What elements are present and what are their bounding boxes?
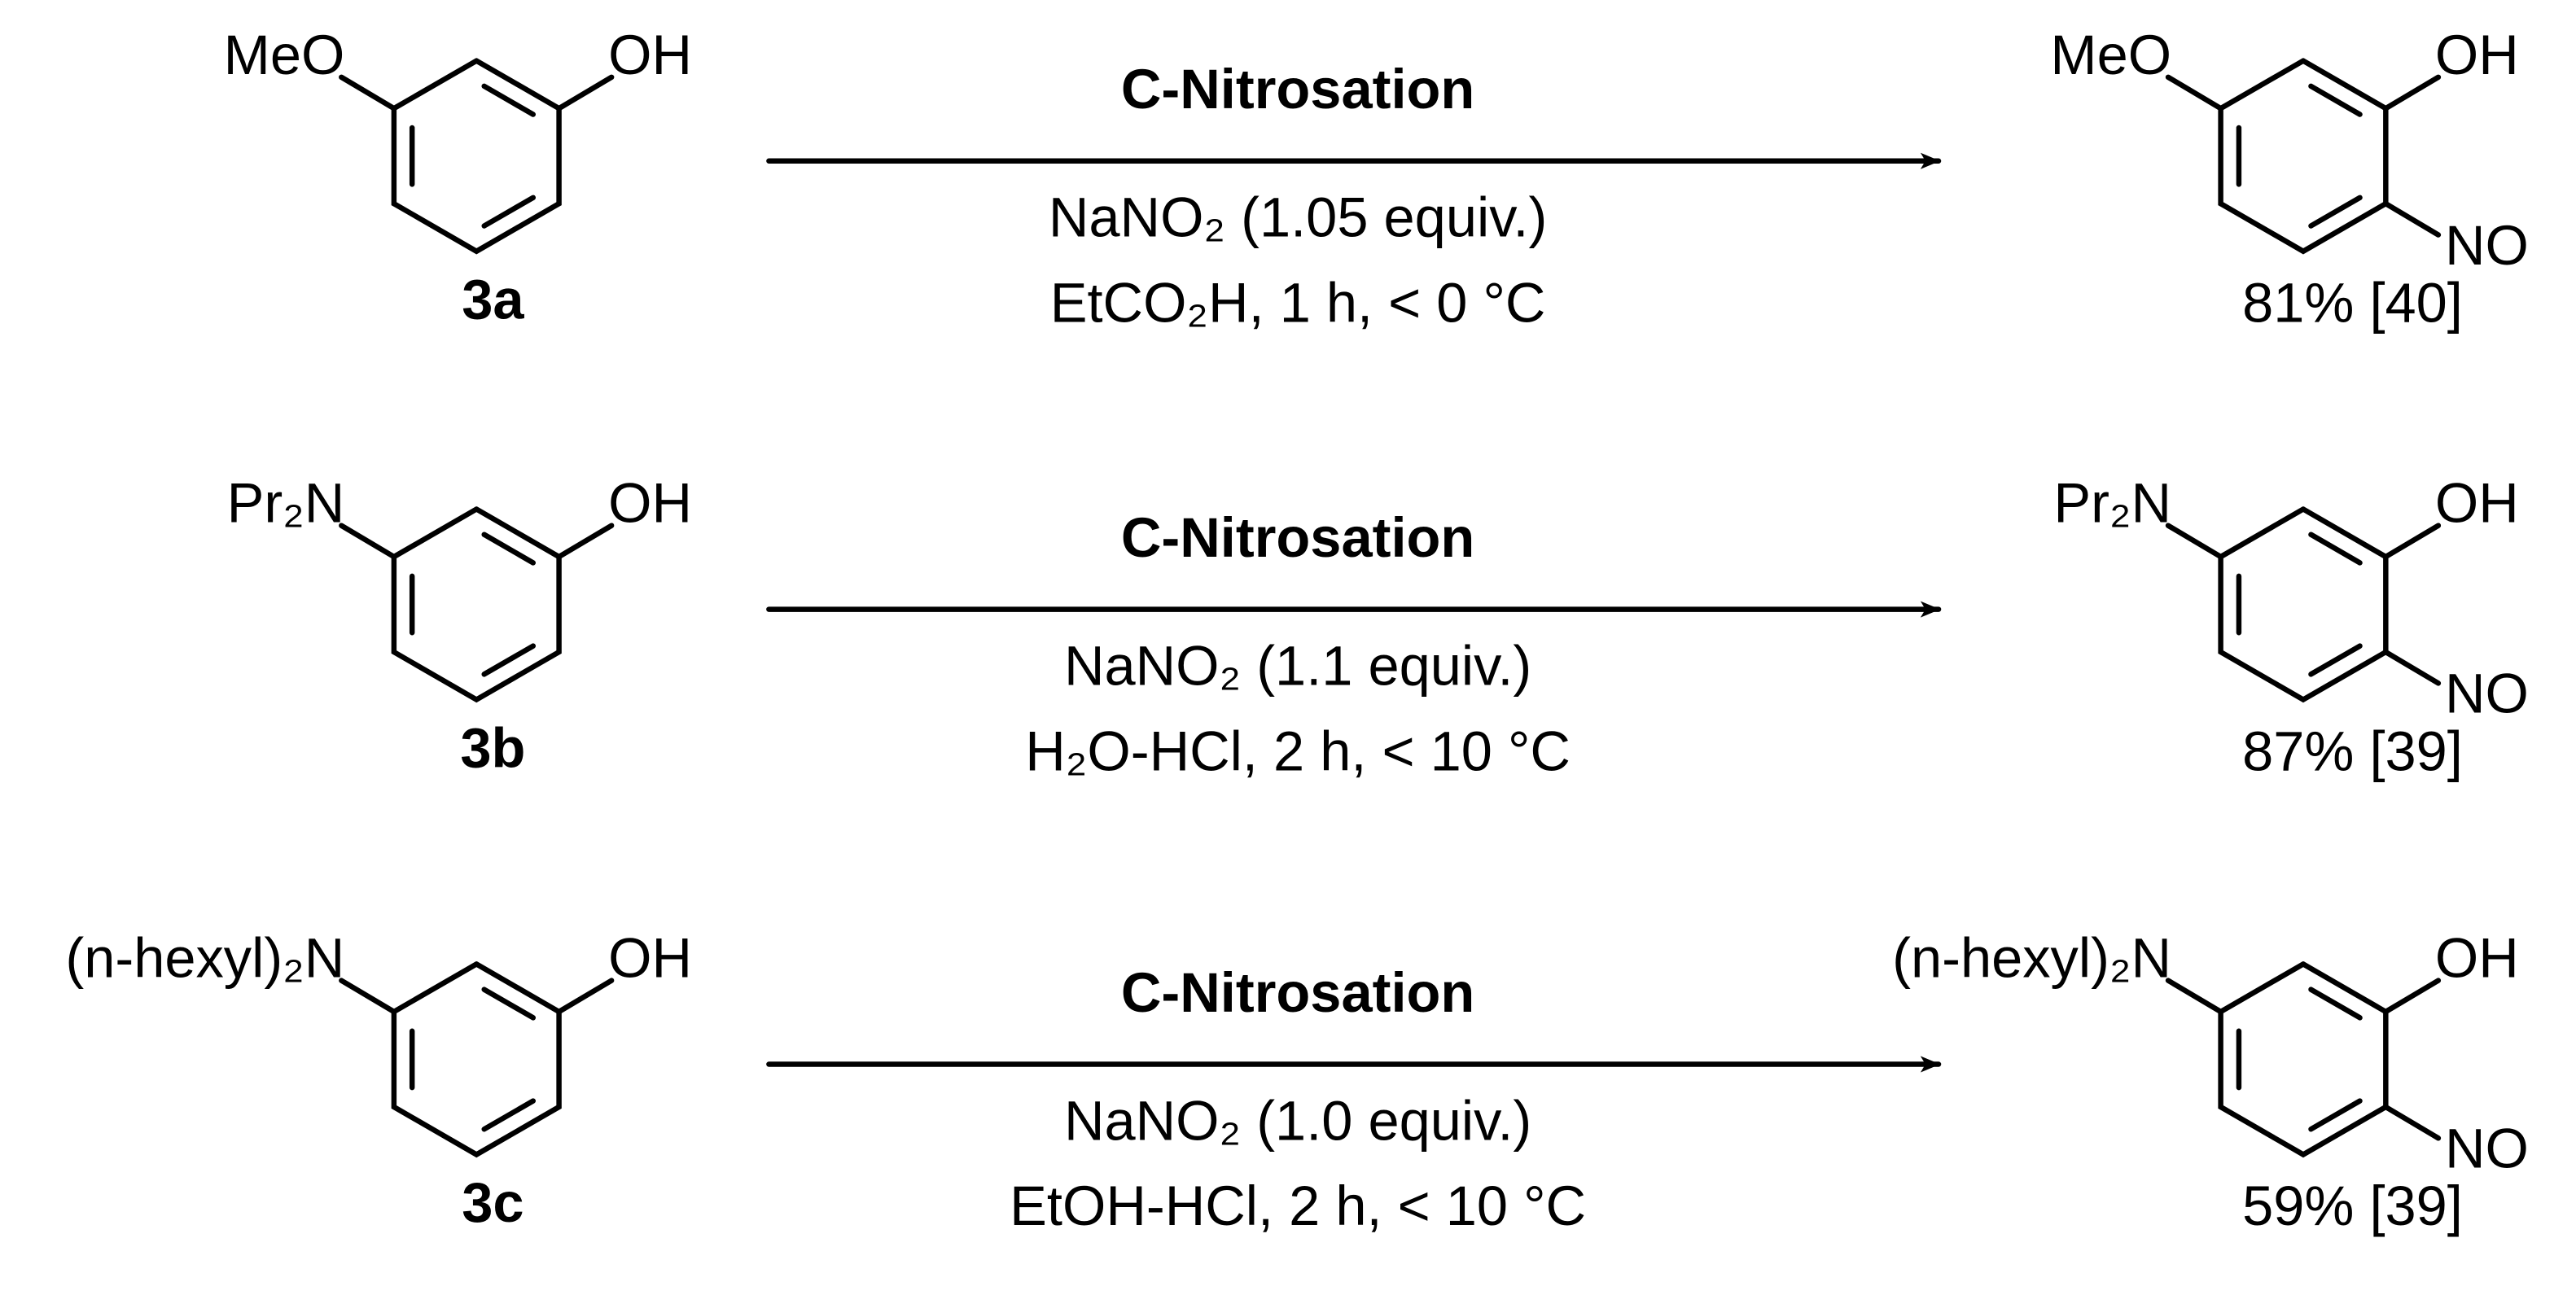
hydroxyl: OH xyxy=(2435,472,2519,535)
hydroxyl: OH xyxy=(608,24,692,86)
yield: 87% [39] xyxy=(2242,720,2463,782)
substituent: MeO xyxy=(2050,24,2171,86)
double-bond xyxy=(481,195,537,229)
hydroxyl: OH xyxy=(2435,24,2519,86)
double-bond xyxy=(481,643,537,677)
double-bond xyxy=(2308,195,2363,229)
bond xyxy=(339,978,397,1015)
bond xyxy=(339,523,397,560)
bond xyxy=(2165,523,2223,560)
bond xyxy=(2165,74,2223,112)
double-bond xyxy=(2308,987,2363,1021)
substituent: Pr₂N xyxy=(227,472,345,535)
double-bond xyxy=(481,532,537,566)
bond xyxy=(556,523,615,560)
double-bond xyxy=(481,987,537,1021)
substituent: Pr₂N xyxy=(2053,472,2171,535)
nitroso: NO xyxy=(2445,1118,2529,1180)
bond xyxy=(339,74,397,112)
hydroxyl: OH xyxy=(2435,927,2519,990)
reaction-title: C-Nitrosation xyxy=(1121,961,1474,1024)
yield: 81% [40] xyxy=(2242,271,2463,334)
bond xyxy=(2383,200,2442,238)
nitroso: NO xyxy=(2445,214,2529,277)
conditions: H₂O-HCl, 2 h, < 10 °C xyxy=(1025,720,1571,782)
benzene-ring xyxy=(391,58,562,255)
bond xyxy=(556,74,615,112)
benzene-ring xyxy=(391,506,562,703)
compound-label: 3b xyxy=(460,716,525,779)
bond xyxy=(2383,74,2442,112)
bond xyxy=(2383,523,2442,560)
benzene-ring xyxy=(2218,506,2389,703)
benzene-ring xyxy=(2218,58,2389,255)
reagent: NaNO₂ (1.05 equiv.) xyxy=(1049,186,1547,249)
compound-label: 3c xyxy=(462,1171,524,1234)
bond xyxy=(2383,978,2442,1015)
yield: 59% [39] xyxy=(2242,1175,2463,1237)
reagent: NaNO₂ (1.1 equiv.) xyxy=(1064,634,1531,697)
hydroxyl: OH xyxy=(608,472,692,535)
double-bond xyxy=(481,1098,537,1132)
reaction-title: C-Nitrosation xyxy=(1121,506,1474,569)
reaction-title: C-Nitrosation xyxy=(1121,58,1474,120)
nitroso: NO xyxy=(2445,663,2529,725)
compound-label: 3a xyxy=(462,268,524,330)
conditions: EtOH-HCl, 2 h, < 10 °C xyxy=(1010,1175,1586,1237)
bond xyxy=(556,978,615,1015)
reagent: NaNO₂ (1.0 equiv.) xyxy=(1064,1089,1531,1152)
double-bond xyxy=(2308,532,2363,566)
double-bond xyxy=(2308,1098,2363,1132)
bond xyxy=(2383,1104,2442,1141)
benzene-ring xyxy=(2218,961,2389,1158)
double-bond xyxy=(2308,643,2363,677)
bond xyxy=(2165,978,2223,1015)
substituent: MeO xyxy=(224,24,345,86)
bond xyxy=(2383,649,2442,686)
conditions: EtCO₂H, 1 h, < 0 °C xyxy=(1050,271,1546,334)
substituent: (n-hexyl)₂N xyxy=(65,927,344,990)
double-bond xyxy=(481,83,537,117)
substituent: (n-hexyl)₂N xyxy=(1892,927,2171,990)
double-bond xyxy=(2308,83,2363,117)
benzene-ring xyxy=(391,961,562,1158)
hydroxyl: OH xyxy=(608,927,692,990)
